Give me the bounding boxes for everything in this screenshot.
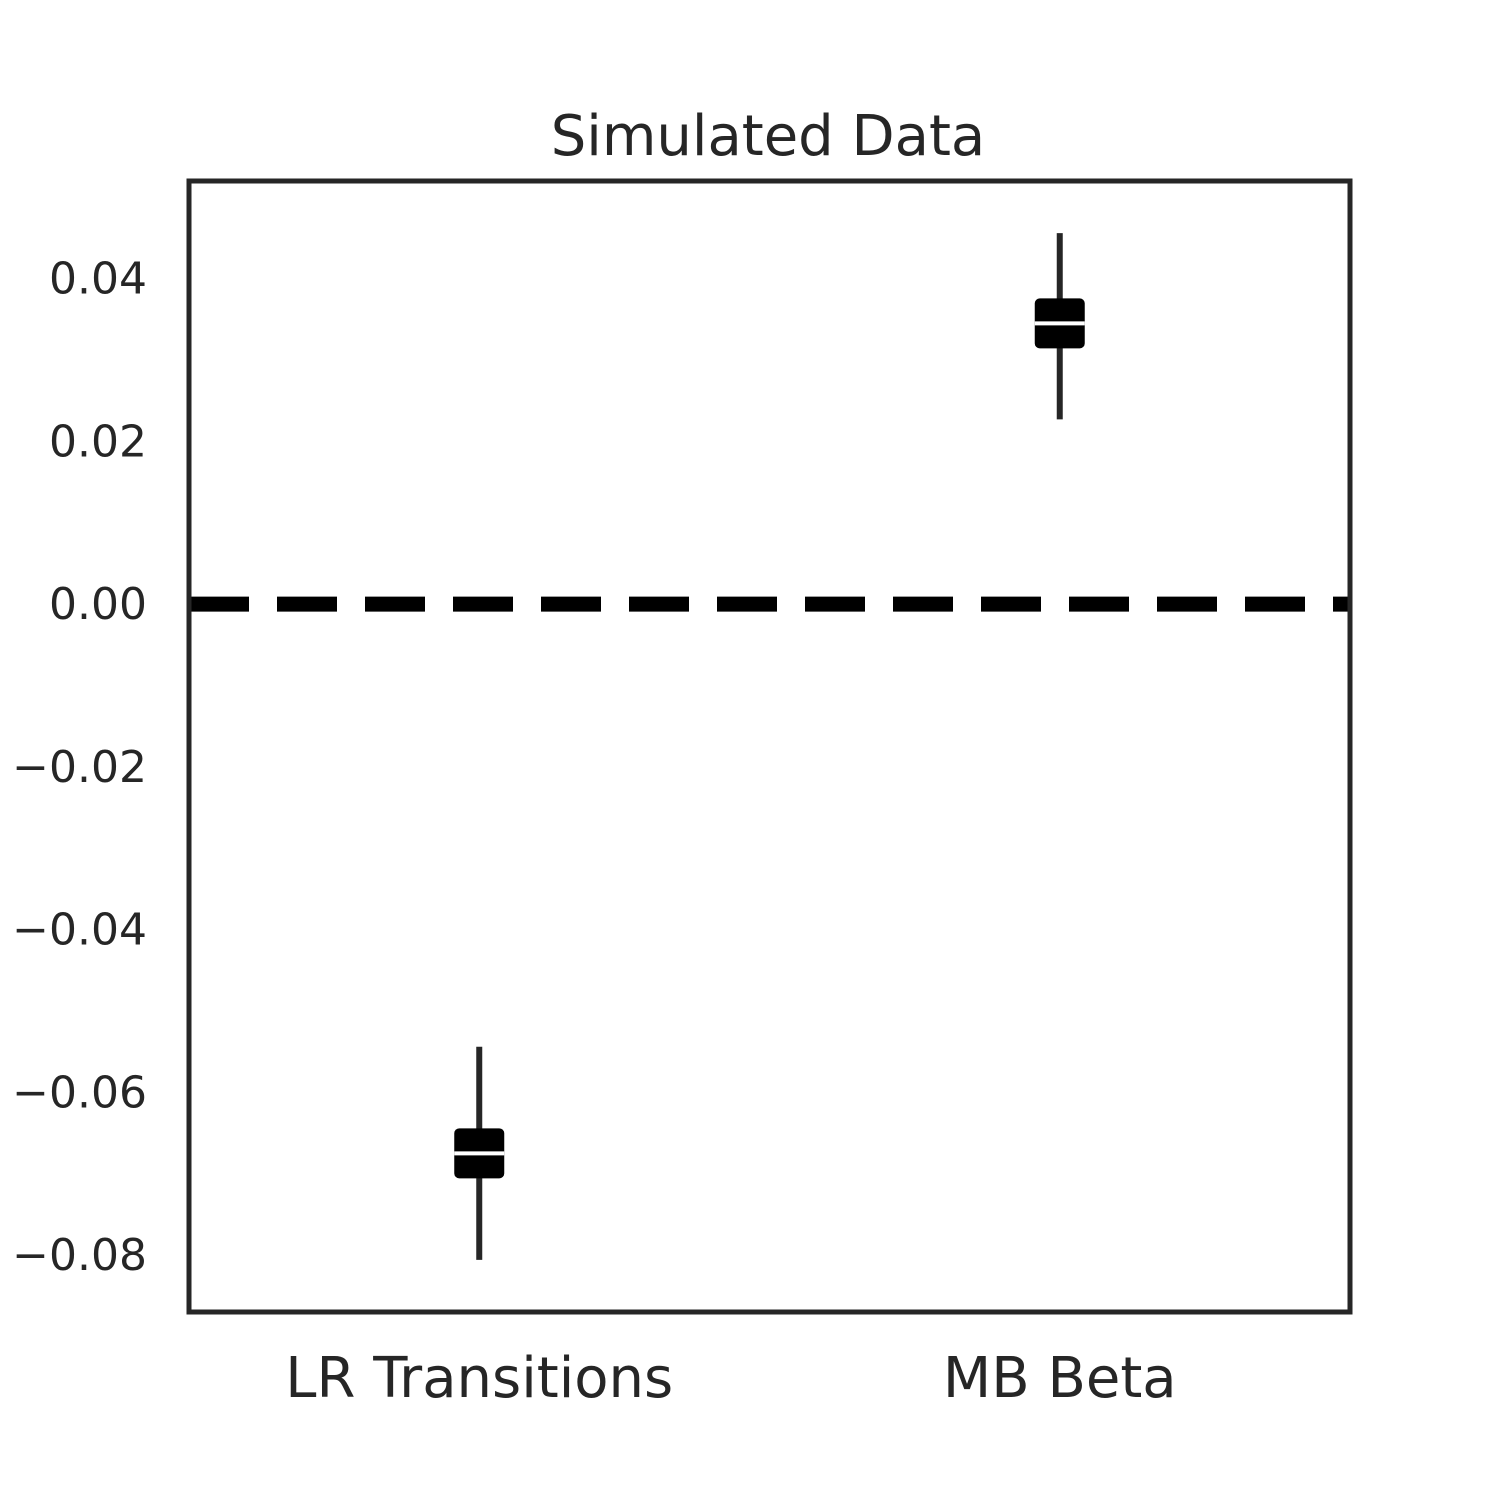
y-tick-label: −0.02	[12, 742, 147, 793]
y-tick-label: 0.00	[49, 579, 147, 630]
plot-frame	[186, 178, 1353, 1315]
chart-title: Simulated Data	[551, 104, 986, 169]
y-tick-label: 0.02	[49, 416, 147, 467]
y-tick-label: −0.04	[12, 905, 147, 956]
y-tick-label: −0.08	[12, 1230, 147, 1281]
x-tick-label: LR Transitions	[285, 1346, 673, 1411]
y-tick-label: 0.04	[49, 254, 147, 305]
x-tick-label: MB Beta	[943, 1346, 1177, 1411]
y-tick-label: −0.06	[12, 1067, 147, 1118]
